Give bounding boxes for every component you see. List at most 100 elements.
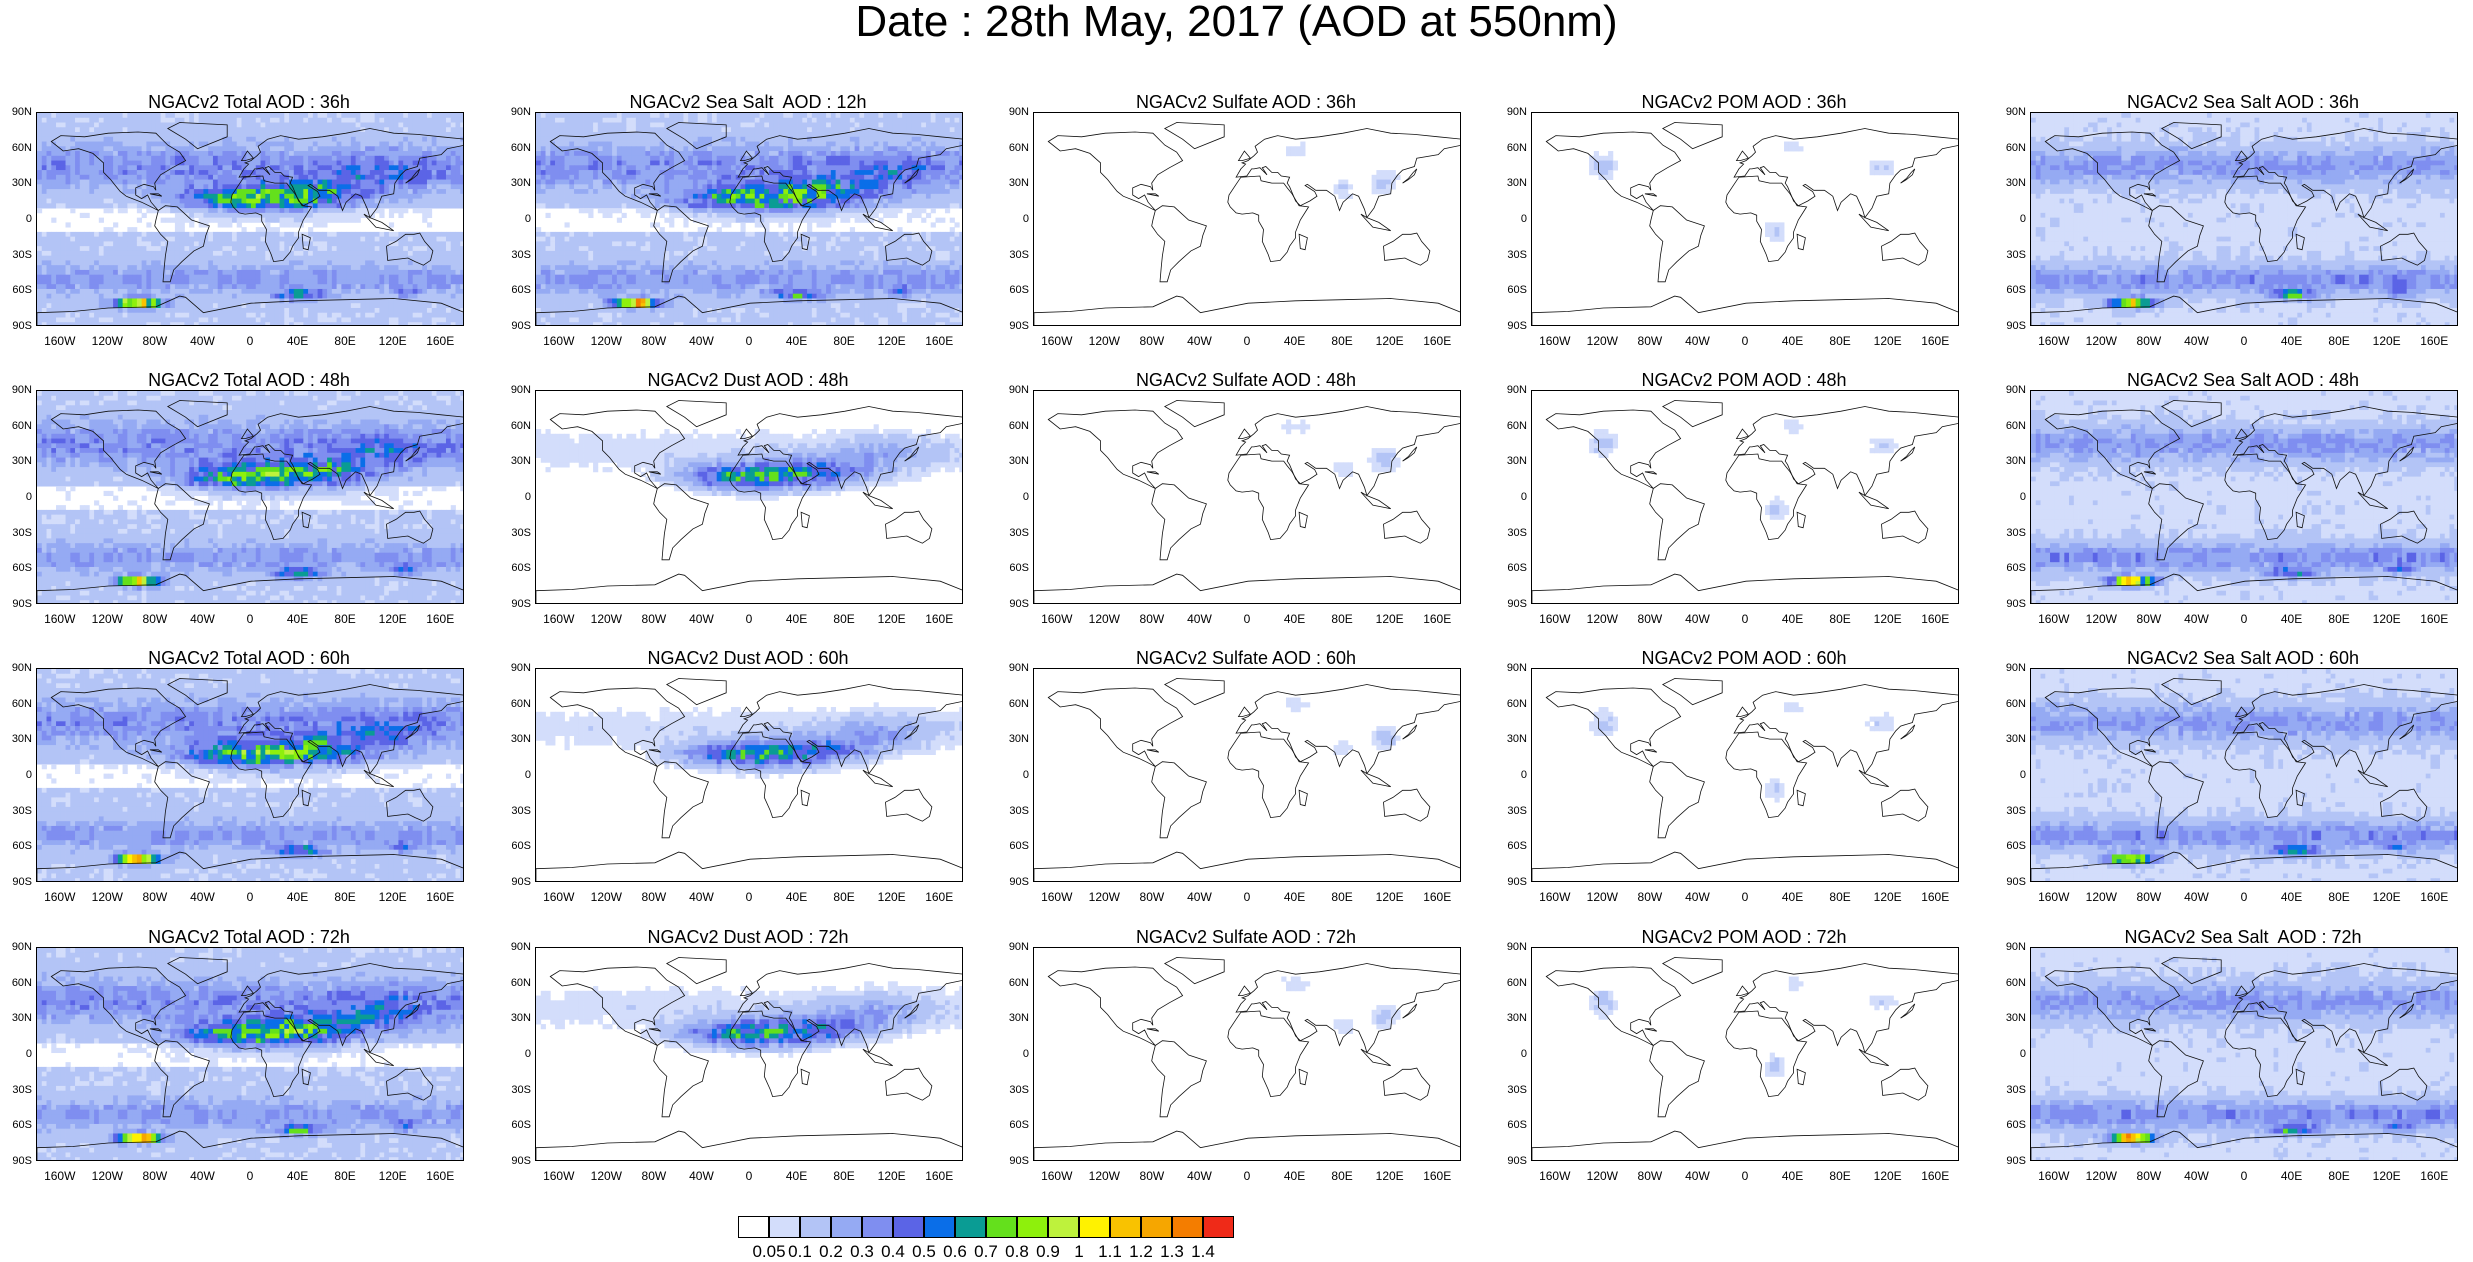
aod-cell	[175, 170, 180, 175]
aod-cell	[322, 284, 327, 289]
aod-cell	[546, 113, 551, 118]
aod-cell	[108, 113, 113, 118]
aod-cell	[370, 317, 375, 322]
aod-cell	[156, 113, 161, 118]
aod-cell	[108, 137, 113, 142]
aod-cell	[261, 170, 266, 175]
aod-cell	[289, 194, 294, 199]
aod-cell	[707, 161, 712, 166]
aod-cell	[802, 146, 807, 151]
aod-cell	[874, 113, 879, 118]
aod-cell	[42, 260, 47, 265]
aod-cell	[299, 142, 304, 147]
aod-cell	[783, 146, 788, 151]
aod-cell	[256, 113, 261, 118]
aod-cell	[384, 184, 389, 189]
aod-cell	[222, 180, 227, 185]
aod-cell	[375, 165, 380, 170]
aod-cell	[313, 270, 318, 275]
aod-cell	[232, 161, 237, 166]
aod-cell	[56, 275, 61, 280]
aod-cell	[436, 203, 441, 208]
aod-cell	[441, 123, 446, 128]
aod-cell	[669, 113, 674, 118]
aod-cell	[118, 170, 123, 175]
aod-cell	[66, 127, 71, 132]
aod-cell	[175, 142, 180, 147]
aod-cell	[379, 284, 384, 289]
aod-cell	[213, 156, 218, 161]
aod-cell	[246, 270, 251, 275]
aod-cell	[370, 170, 375, 175]
aod-cell	[370, 241, 375, 246]
aod-cell	[636, 161, 641, 166]
aod-cell	[270, 298, 275, 303]
aod-cell	[47, 294, 52, 299]
aod-cell	[356, 251, 361, 256]
aod-cell	[721, 113, 726, 118]
aod-cell	[460, 232, 464, 237]
aod-cell	[256, 199, 261, 204]
aod-cell	[108, 118, 113, 123]
aod-cell	[745, 127, 750, 132]
aod-cell	[85, 180, 90, 185]
aod-cell	[332, 199, 337, 204]
aod-cell	[750, 161, 755, 166]
aod-cell	[165, 199, 170, 204]
aod-cell	[769, 127, 774, 132]
aod-cell	[360, 294, 365, 299]
aod-cell	[199, 275, 204, 280]
aod-cell	[859, 170, 864, 175]
aod-cell	[389, 170, 394, 175]
aod-cell	[94, 270, 99, 275]
aod-cell	[80, 151, 85, 156]
aod-cell	[322, 322, 327, 326]
aod-cell	[189, 294, 194, 299]
aod-cell	[550, 127, 555, 132]
aod-cell	[294, 203, 299, 208]
aod-cell	[222, 298, 227, 303]
aod-cell	[146, 251, 151, 256]
aod-cell	[394, 317, 399, 322]
aod-cell	[817, 146, 822, 151]
aod-cell	[655, 146, 660, 151]
aod-cell	[118, 313, 123, 318]
aod-cell	[113, 146, 118, 151]
aod-cell	[351, 279, 356, 284]
aod-cell	[403, 113, 408, 118]
aod-cell	[954, 113, 959, 118]
aod-cell	[299, 194, 304, 199]
aod-cell	[817, 118, 822, 123]
aod-cell	[845, 170, 850, 175]
aod-cell	[370, 232, 375, 237]
aod-cell	[565, 137, 570, 142]
aod-cell	[251, 208, 256, 213]
aod-cell	[584, 113, 589, 118]
aod-cell	[232, 279, 237, 284]
aod-cell	[165, 308, 170, 313]
aod-cell	[213, 127, 218, 132]
aod-cell	[441, 156, 446, 161]
aod-cell	[56, 194, 61, 199]
aod-cell	[389, 317, 394, 322]
aod-cell	[151, 161, 156, 166]
aod-cell	[61, 132, 66, 137]
aod-cell	[66, 237, 71, 242]
aod-cell	[251, 322, 256, 326]
aod-cell	[127, 175, 132, 180]
aod-cell	[427, 132, 432, 137]
aod-cell	[912, 142, 917, 147]
aod-cell	[779, 137, 784, 142]
aod-cell	[318, 127, 323, 132]
aod-cell	[341, 317, 346, 322]
aod-cell	[370, 123, 375, 128]
aod-cell	[227, 218, 232, 223]
aod-cell	[584, 156, 589, 161]
aod-cell	[394, 308, 399, 313]
aod-cell	[227, 256, 232, 261]
aod-cell	[89, 170, 94, 175]
aod-cell	[70, 161, 75, 166]
aod-cell	[460, 180, 464, 185]
aod-cell	[303, 127, 308, 132]
aod-cell	[66, 298, 71, 303]
